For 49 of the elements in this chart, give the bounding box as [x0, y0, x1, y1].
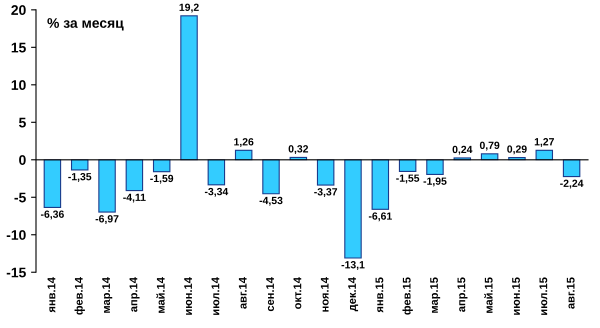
x-tick-label: мар.15 — [430, 277, 440, 313]
x-tick-label: фев.14 — [74, 277, 85, 315]
x-tick-label: апр.15 — [458, 277, 468, 312]
y-tick-label: 15 — [12, 42, 26, 52]
data-label: 0,29 — [507, 145, 527, 154]
x-tick-label: дек.14 — [348, 277, 358, 312]
data-label: 0,24 — [452, 146, 472, 155]
data-label: 1,26 — [234, 138, 254, 148]
data-label: -1,55 — [396, 174, 420, 184]
data-label: -6,61 — [368, 212, 392, 222]
data-label: -4,53 — [260, 196, 283, 206]
x-tick-label: фев.15 — [402, 277, 413, 315]
x-tick-label: янв.14 — [48, 277, 56, 313]
x-tick-label: мар.14 — [102, 277, 112, 313]
data-label: -6,97 — [96, 215, 118, 224]
data-label: 1,27 — [534, 138, 554, 147]
data-label: 0,32 — [288, 145, 308, 154]
y-tick-label: -10 — [6, 230, 26, 240]
data-label: -3,37 — [314, 188, 338, 197]
x-tick-label: июл.14 — [212, 277, 220, 315]
x-tick-label: авг.14 — [238, 277, 247, 309]
data-label: 19,2 — [180, 4, 199, 13]
x-tick-label: сен.14 — [266, 277, 274, 312]
y-tick-label: 5 — [18, 118, 26, 128]
x-tick-label: окт.14 — [294, 277, 302, 309]
data-label: -2,24 — [560, 180, 584, 189]
x-tick-label: июл.15 — [540, 277, 548, 315]
x-tick-label: янв.15 — [376, 277, 384, 313]
x-tick-label: май.15 — [484, 277, 493, 313]
text: % за месяц — [47, 18, 124, 31]
x-tick-label: ноя.14 — [320, 277, 329, 312]
data-label: -1,95 — [424, 177, 447, 186]
x-tick-label: апр.14 — [130, 277, 140, 312]
data-label: -1,35 — [68, 172, 92, 182]
y-tick-label: -5 — [14, 192, 26, 202]
y-tick-label: 0 — [19, 155, 26, 165]
data-label: -1,59 — [150, 174, 174, 184]
x-tick-label: июн.15 — [512, 277, 520, 315]
y-tick-label: 10 — [12, 80, 26, 90]
data-label: 0,79 — [480, 142, 500, 151]
x-tick-label: июн.14 — [184, 277, 192, 315]
y-tick-label: -15 — [6, 268, 26, 278]
x-tick-label: авг.15 — [566, 277, 575, 309]
data-label: -4,11 — [123, 194, 146, 203]
x-tick-label: май.14 — [156, 277, 165, 313]
data-label: -3,34 — [204, 188, 228, 197]
y-tick-label: 20 — [11, 5, 26, 16]
data-label: -6,36 — [40, 210, 64, 220]
data-label: -13,1 — [342, 261, 365, 270]
